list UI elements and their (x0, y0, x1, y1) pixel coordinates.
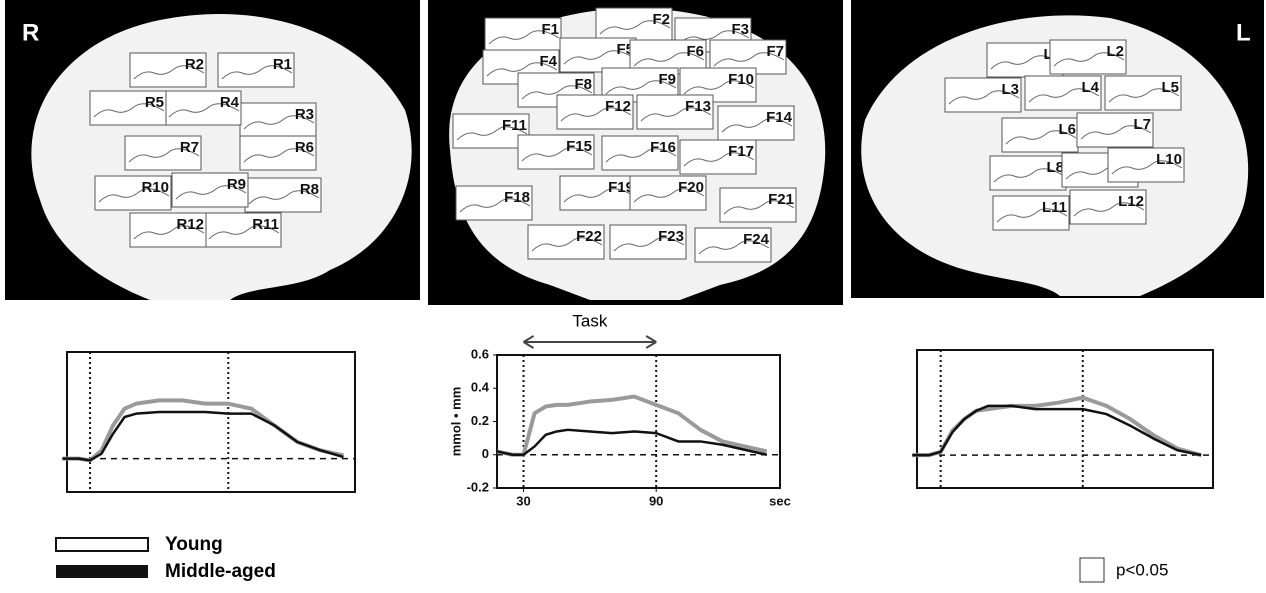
channel-label: L3 (1001, 81, 1019, 98)
significance-label: p<0.05 (1116, 560, 1168, 579)
channel-label: F4 (539, 53, 557, 70)
channel-label: F9 (658, 71, 676, 88)
task-arrow (524, 336, 657, 348)
channel-label: L2 (1106, 43, 1124, 60)
channel-label: R2 (185, 56, 204, 73)
y-tick-label: 0 (482, 446, 489, 461)
channel-label: R8 (300, 181, 319, 198)
y-tick-label: 0.6 (471, 346, 489, 361)
side-label: L (1236, 19, 1251, 46)
y-tick-label: 0.2 (471, 413, 489, 428)
channel-label: F2 (652, 11, 670, 28)
x-tick-label: 90 (649, 493, 663, 508)
channel-label: L10 (1156, 151, 1182, 168)
legend-swatch (56, 538, 148, 551)
channel-label: L11 (1042, 199, 1067, 216)
channel-label: R3 (295, 106, 314, 123)
channel-label: F12 (605, 98, 631, 115)
channel-label: F11 (502, 117, 527, 134)
channel-label: R1 (273, 56, 292, 73)
legend-label: Young (165, 534, 223, 555)
channel-label: F13 (685, 98, 711, 115)
channel-label: F16 (650, 139, 676, 156)
channel-label: L6 (1058, 121, 1076, 138)
channel-label: R10 (141, 179, 169, 196)
channel-label: R5 (145, 94, 164, 111)
channel-label: F3 (731, 21, 749, 38)
channel-label: F1 (541, 21, 559, 38)
significance-swatch (1080, 558, 1104, 582)
channel-label: F15 (566, 138, 592, 155)
channel-label: F24 (743, 231, 770, 248)
channel-label: R11 (252, 216, 279, 233)
channel-label: F14 (766, 109, 793, 126)
channel-label: R4 (220, 94, 240, 111)
figure: R L R1 R2 R3 R4 R5 R6 R7 R8 R9 R10 R11 R12 F1 F2 F3 F4 F… (0, 0, 1266, 593)
task-label: Task (572, 311, 607, 330)
channel-label: F18 (504, 189, 530, 206)
plot-frame (497, 355, 780, 488)
channel-label: F6 (686, 43, 704, 60)
y-tick-label: 0.4 (471, 380, 490, 395)
x-axis-label: sec (769, 493, 791, 508)
channel-label: F22 (576, 228, 602, 245)
plot-frame (67, 352, 355, 492)
channel-label: L8 (1046, 159, 1064, 176)
channel-label: L4 (1081, 79, 1099, 96)
channel-label: F23 (658, 228, 684, 245)
channel-label: F20 (678, 179, 704, 196)
charts: 0.6 0.4 0.2 0 -0.2 30 90 sec mmol • mm Task (62, 311, 1213, 508)
x-tick-label: 30 (516, 493, 530, 508)
channel-label: F17 (728, 143, 754, 160)
channel-label: L7 (1133, 116, 1151, 133)
channel-label: R7 (180, 139, 199, 156)
side-label: R (22, 19, 39, 46)
channel-label: L5 (1161, 79, 1179, 96)
legend-label: Middle-aged (165, 561, 276, 582)
channel-label: F21 (768, 191, 794, 208)
legend-swatch (56, 565, 148, 578)
channel-label: L12 (1118, 193, 1144, 210)
channel-label: F10 (728, 71, 754, 88)
channel-label: R9 (227, 176, 246, 193)
channel-label: F7 (766, 43, 784, 60)
channel-label: F8 (574, 76, 592, 93)
plot-frame (917, 350, 1213, 488)
y-axis-label: mmol • mm (448, 387, 463, 457)
y-tick-label: -0.2 (467, 479, 489, 494)
channel-label: R12 (176, 216, 204, 233)
channel-label: R6 (295, 139, 314, 156)
